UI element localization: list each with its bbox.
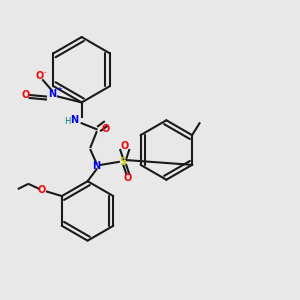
Text: O: O xyxy=(21,90,29,100)
Text: N: N xyxy=(48,88,56,98)
Text: N: N xyxy=(92,161,101,171)
Text: S: S xyxy=(120,157,127,167)
Text: -: - xyxy=(43,69,46,75)
Text: N: N xyxy=(70,115,78,125)
Text: O: O xyxy=(36,71,44,81)
Text: H: H xyxy=(64,117,70,126)
Text: O: O xyxy=(121,140,129,151)
Text: O: O xyxy=(101,124,110,134)
Text: O: O xyxy=(38,185,46,195)
Text: O: O xyxy=(124,173,132,183)
Text: +: + xyxy=(56,86,62,92)
